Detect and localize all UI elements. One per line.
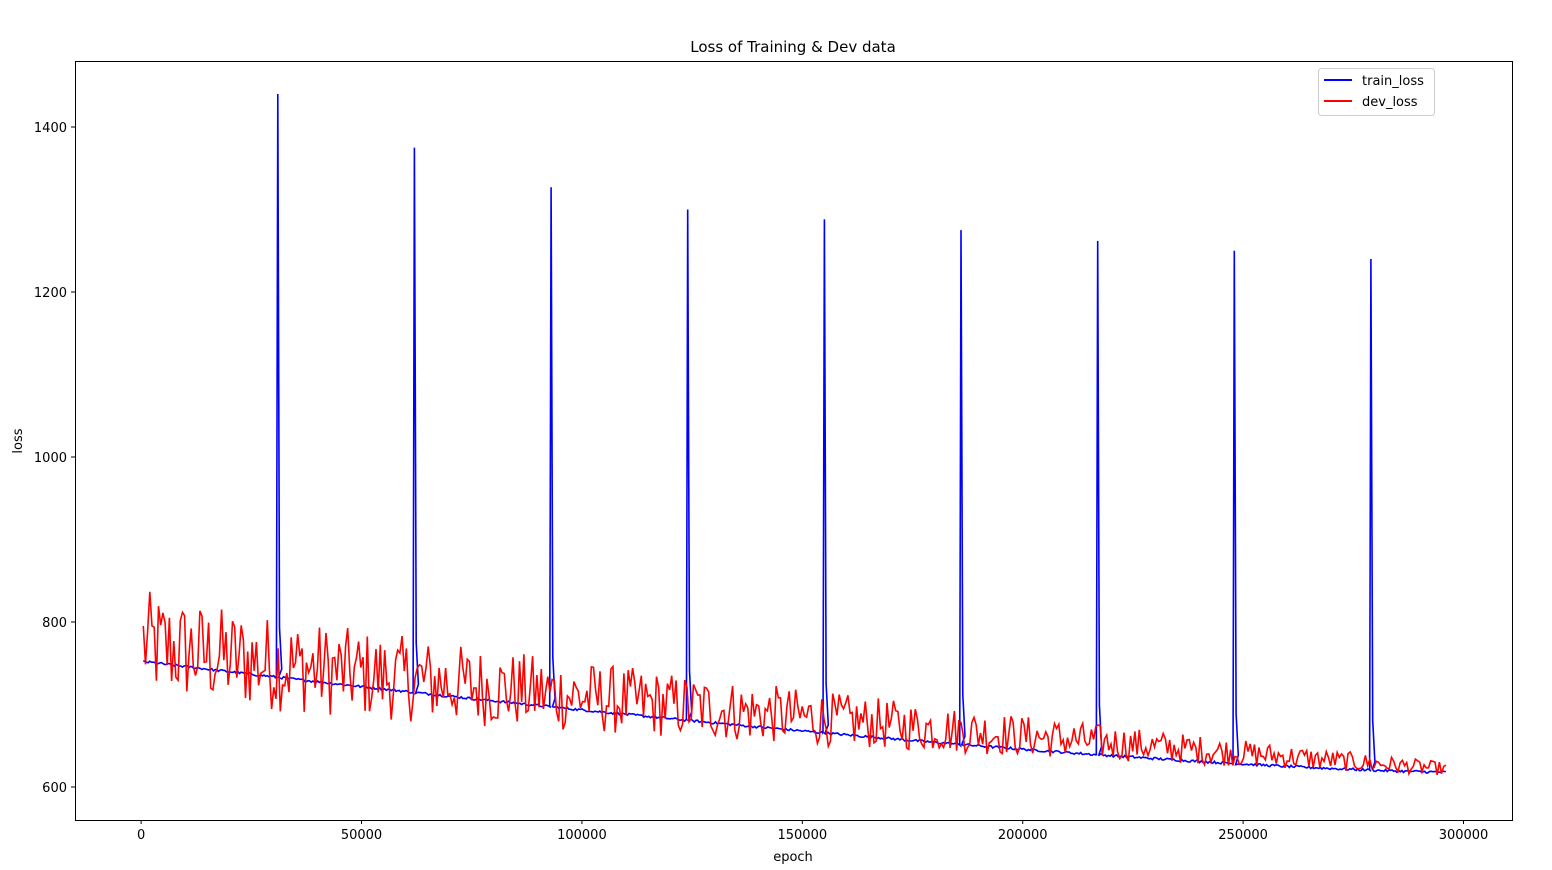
x-axis-label: epoch — [773, 850, 813, 865]
y-tick-label: 1400 — [34, 121, 67, 136]
x-tick-label: 50000 — [341, 828, 382, 843]
legend: train_loss dev_loss — [1318, 68, 1435, 116]
y-axis-ticks: 600 800 1000 1200 1400 — [34, 121, 75, 796]
y-tick-label: 1000 — [34, 451, 67, 466]
x-tick-label: 100000 — [557, 828, 607, 843]
plot-lines — [142, 93, 1447, 777]
x-tick-label: 250000 — [1218, 828, 1268, 843]
legend-label-dev-loss: dev_loss — [1362, 95, 1418, 110]
x-tick-label: 300000 — [1439, 828, 1489, 843]
x-tick-label: 150000 — [777, 828, 827, 843]
x-tick-label: 0 — [137, 828, 145, 843]
x-tick-label: 200000 — [998, 828, 1048, 843]
y-axis-label: loss — [11, 428, 26, 453]
dev-loss-line — [142, 591, 1447, 777]
plot-frame — [75, 61, 1513, 821]
chart-title: Loss of Training & Dev data — [690, 38, 896, 56]
y-tick-label: 600 — [42, 781, 67, 796]
legend-label-train-loss: train_loss — [1362, 74, 1424, 89]
y-tick-label: 800 — [42, 616, 67, 631]
x-axis-ticks: 0 50000 100000 150000 200000 250000 300000 — [137, 820, 1488, 843]
y-tick-label: 1200 — [34, 286, 67, 301]
